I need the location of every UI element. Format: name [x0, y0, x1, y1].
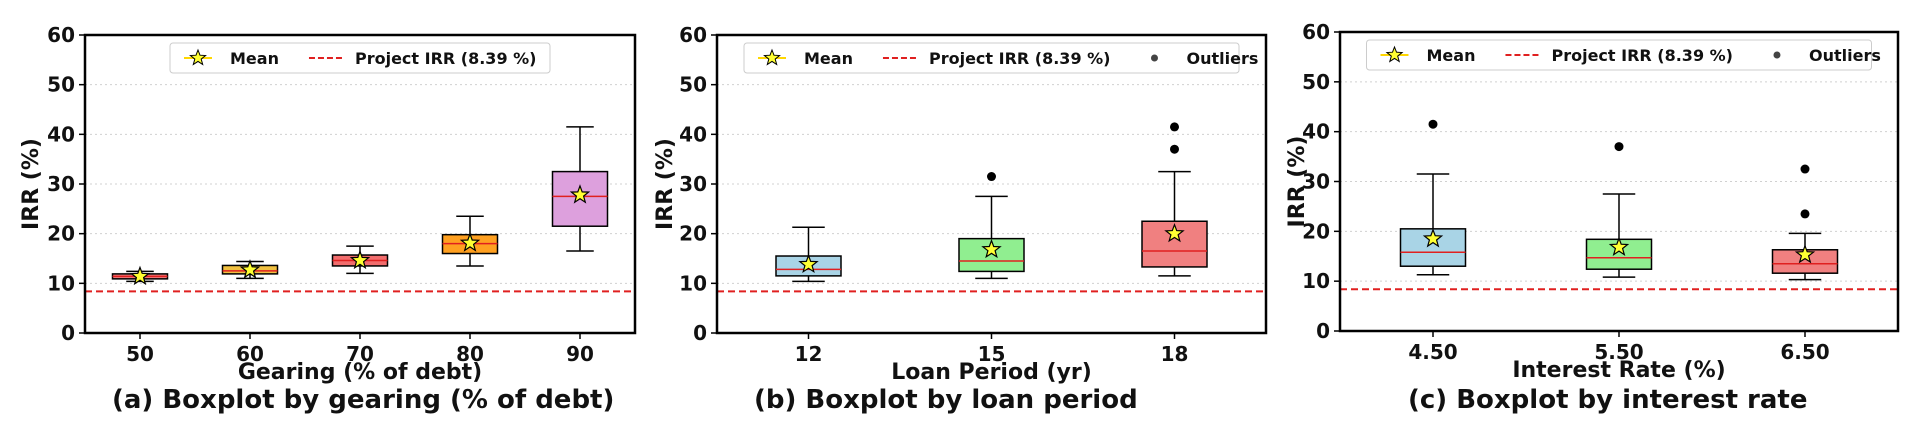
legend-label: Project IRR (8.39 %): [929, 49, 1111, 68]
outlier-point: [1800, 164, 1810, 174]
y-tick-label: 20: [679, 222, 707, 246]
x-tick-label: 80: [456, 342, 484, 366]
y-tick-label: 0: [693, 321, 707, 345]
y-axis-label: IRR (%): [653, 138, 678, 230]
x-tick-label: 60: [236, 342, 264, 366]
y-tick-label: 50: [1302, 70, 1330, 94]
legend-mean-star: [189, 48, 207, 66]
legend-box: [169, 42, 551, 74]
y-tick-label: 0: [61, 321, 75, 345]
mean-star-marker: [1164, 222, 1185, 243]
mean-star-marker: [981, 238, 1002, 259]
y-tick-label: 30: [1302, 170, 1330, 194]
y-tick-label: 20: [1302, 219, 1330, 243]
legend-label: Mean: [804, 49, 853, 68]
legend-label: Project IRR (8.39 %): [1551, 46, 1733, 65]
y-axis-label: IRR (%): [1285, 136, 1310, 228]
x-tick-label: 15: [978, 342, 1006, 366]
mean-star-marker: [459, 232, 481, 252]
legend-mean-star: [1385, 45, 1404, 63]
mean-star-marker: [349, 249, 371, 270]
legend-outlier-dot: [1773, 51, 1781, 59]
chart-caption: (a) Boxplot by gearing (% of debt): [112, 385, 615, 415]
x-tick-label: 12: [795, 342, 823, 366]
y-tick-label: 10: [47, 271, 75, 295]
mean-star-marker: [239, 259, 261, 279]
mean-star-marker: [1794, 244, 1816, 264]
chart-caption: (b) Boxplot by loan period: [754, 385, 1138, 415]
y-tick-label: 40: [47, 122, 75, 146]
outlier-point: [1614, 142, 1624, 152]
legend-box: [743, 42, 1240, 74]
y-axis-label: IRR (%): [19, 138, 44, 230]
x-tick-label: 18: [1161, 342, 1189, 366]
plot-frame: [1338, 30, 1900, 333]
legend-label: Outliers: [1809, 46, 1881, 65]
y-tick-label: 20: [47, 222, 75, 246]
legend: Mean Project IRR (8.39 %): [169, 42, 551, 74]
legend: Mean Project IRR (8.39 %) Outliers: [1366, 39, 1881, 71]
x-axis-label: Interest Rate (%): [1512, 358, 1725, 383]
y-tick-label: 30: [47, 172, 75, 196]
mean-star-marker: [1422, 228, 1444, 248]
chart-panel-gearing: 0 10 20 30 40 50 60 50 60 70 80 90 Gearing (% of deb…: [0, 0, 640, 434]
legend-label: Outliers: [1186, 49, 1258, 68]
x-tick-label: 5.50: [1594, 340, 1643, 364]
y-tick-label: 10: [1302, 269, 1330, 293]
x-axis-label: Gearing (% of debt): [238, 360, 482, 385]
legend-label: Project IRR (8.39 %): [355, 49, 537, 68]
outlier-point: [1170, 144, 1179, 154]
legend: Mean Project IRR (8.39 %) Outliers: [743, 42, 1258, 74]
chart-panel-loan-period: 0 10 20 30 40 50 60 12 15 18 Loan Period (yr) IRR (…: [640, 0, 1280, 434]
y-tick-label: 50: [679, 73, 707, 97]
outlier-point: [1428, 119, 1438, 129]
y-tick-label: 0: [1316, 319, 1330, 343]
y-tick-label: 10: [679, 271, 707, 295]
x-tick-label: 50: [126, 342, 154, 366]
y-tick-label: 40: [1302, 120, 1330, 144]
mean-star-marker: [569, 184, 591, 204]
outlier-point: [1800, 209, 1810, 219]
mean-star-marker: [798, 253, 819, 274]
x-tick-label: 6.50: [1780, 340, 1829, 364]
x-tick-label: 70: [346, 342, 374, 366]
legend-label: Mean: [1427, 46, 1476, 65]
x-tick-label: 90: [566, 342, 594, 366]
x-axis-label: Loan Period (yr): [891, 360, 1092, 385]
chart-caption: (c) Boxplot by interest rate: [1408, 385, 1808, 415]
y-tick-label: 50: [47, 73, 75, 97]
legend-label: Mean: [230, 49, 279, 68]
legend-outlier-dot: [1150, 54, 1158, 62]
mean-star-marker: [1608, 236, 1630, 256]
y-tick-label: 60: [47, 23, 75, 47]
y-tick-label: 30: [679, 172, 707, 196]
chart-svg-gearing: 0 10 20 30 40 50 60 50 60 70 80 90 Gearing (% of deb…: [19, 23, 637, 385]
outlier-point: [987, 172, 996, 182]
chart-svg-loan-period: 0 10 20 30 40 50 60 12 15 18 Loan Period (yr) IRR (…: [653, 23, 1268, 385]
legend-box: [1366, 39, 1872, 71]
y-tick-label: 60: [679, 23, 707, 47]
mean-star-marker: [129, 265, 151, 286]
chart-svg-interest-rate: 0 10 20 30 40 50 60 4.50 5.50 6.50 Interest Rate (…: [1285, 20, 1900, 383]
x-tick-label: 4.50: [1408, 340, 1457, 364]
y-tick-label: 60: [1302, 20, 1330, 44]
outlier-point: [1170, 122, 1179, 132]
chart-panel-interest-rate: 0 10 20 30 40 50 60 4.50 5.50 6.50 Interest Rate (…: [1280, 0, 1920, 434]
y-tick-label: 40: [679, 122, 707, 146]
legend-mean-star: [763, 48, 781, 66]
